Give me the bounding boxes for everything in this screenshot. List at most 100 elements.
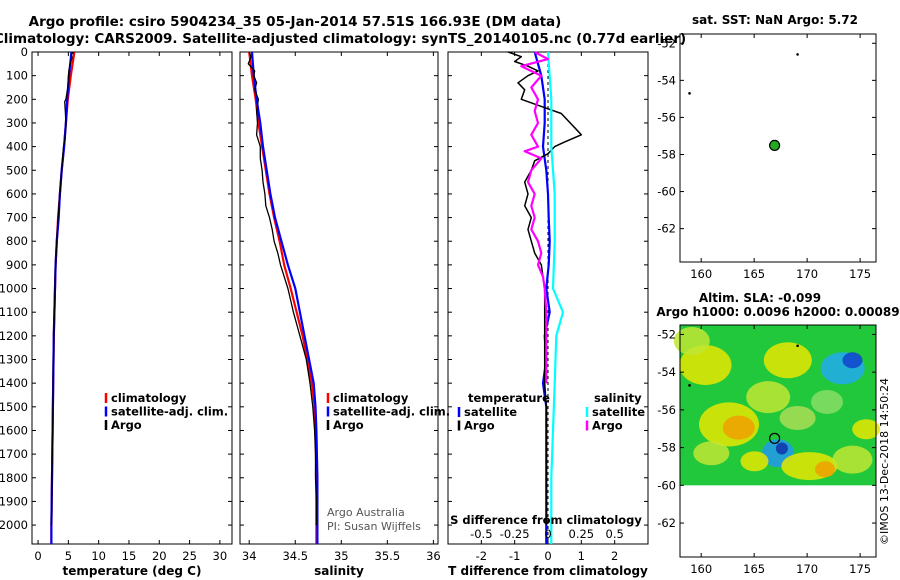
legend-label: satellite-adj. clim. xyxy=(333,405,450,419)
legend-heading-salinity: salinity xyxy=(594,391,642,405)
sla-anomaly-patch xyxy=(832,445,873,474)
secondary-tick-label: -0.25 xyxy=(500,527,530,541)
pi-note: PI: Susan Wijffels xyxy=(327,520,421,533)
depth-tick-label: 600 xyxy=(6,187,28,201)
x-axis-label: salinity xyxy=(314,564,364,578)
lat-tick-label: -60 xyxy=(657,185,676,199)
x-tick-label: -1 xyxy=(509,549,520,563)
lat-tick-label: -52 xyxy=(657,36,676,50)
legend-label: climatology xyxy=(111,391,187,405)
depth-tick-label: 1500 xyxy=(0,400,28,414)
sla-anomaly-patch xyxy=(842,352,863,369)
series-line-temperature-argo xyxy=(507,51,583,526)
x-tick-label: 0 xyxy=(544,549,551,563)
coast-dot xyxy=(796,344,799,348)
legend-label: Argo xyxy=(464,419,495,433)
x-tick-label: 25 xyxy=(182,549,197,563)
sla-anomaly-patch xyxy=(852,419,881,440)
lon-tick-label: 160 xyxy=(690,267,712,281)
sla-anomaly-patch xyxy=(763,342,812,379)
imos-credit: ©IMOS 13-Dec-2018 14:50:24 xyxy=(878,378,891,545)
depth-tick-label: 1800 xyxy=(0,471,28,485)
x-tick-label: 35.5 xyxy=(375,549,401,563)
sla-anomaly-patch xyxy=(740,451,769,472)
lat-tick-label: -62 xyxy=(657,516,676,530)
lon-tick-label: 175 xyxy=(849,562,871,576)
map-frame xyxy=(679,33,877,263)
argo-position-marker xyxy=(769,139,781,152)
lat-tick-label: -54 xyxy=(657,365,676,379)
legend-label: climatology xyxy=(333,391,409,405)
figure-title-line1: Argo profile: csiro 5904234_35 05-Jan-20… xyxy=(29,14,562,30)
lon-tick-label: 165 xyxy=(743,267,765,281)
x-tick-label: 0 xyxy=(34,549,41,563)
lat-tick-label: -56 xyxy=(657,403,676,417)
lat-tick-label: -52 xyxy=(657,327,676,341)
sla-anomaly-patch xyxy=(722,415,755,440)
x-tick-label: 35 xyxy=(334,549,349,563)
depth-tick-label: 200 xyxy=(6,92,28,106)
x-tick-label: 20 xyxy=(152,549,167,563)
x-tick-label: 34.5 xyxy=(282,549,308,563)
legend-label: Argo xyxy=(111,418,142,432)
depth-tick-label: 1100 xyxy=(0,305,28,319)
secondary-tick-label: 0.25 xyxy=(569,527,595,541)
argo-position-marker xyxy=(769,432,781,444)
sla-anomaly-patch xyxy=(775,442,788,455)
plot-frame xyxy=(239,51,439,545)
coast-dot xyxy=(688,92,691,95)
sla-anomaly-patch xyxy=(779,405,816,430)
sla-anomaly-patch xyxy=(811,389,843,414)
lat-tick-label: -58 xyxy=(657,147,676,161)
sla-anomaly-patch xyxy=(679,345,732,386)
x-tick-label: -2 xyxy=(476,549,487,563)
secondary-tick-label: 0 xyxy=(544,527,551,541)
x-tick-label: 2 xyxy=(611,549,618,563)
depth-tick-label: 900 xyxy=(6,258,28,272)
x-tick-label: 36 xyxy=(426,549,441,563)
depth-tick-label: 800 xyxy=(6,234,28,248)
x-axis-label: temperature (deg C) xyxy=(63,564,202,578)
series-line-climatology xyxy=(248,51,318,544)
legend-label: satellite xyxy=(464,405,517,419)
lat-tick-label: -60 xyxy=(657,478,676,492)
series-line-salinity-satellite xyxy=(546,51,565,544)
depth-tick-label: 2000 xyxy=(0,518,28,532)
sla-anomaly-patch xyxy=(673,327,710,356)
legend-label: satellite-adj. clim. xyxy=(111,405,228,419)
plot-frame xyxy=(31,51,233,545)
salinity-panel: 34 34.5 35 35.5 36 salinity climatologysatelli… xyxy=(239,51,450,578)
x-tick-label: 1 xyxy=(578,549,585,563)
depth-tick-label: 500 xyxy=(6,163,28,177)
lat-tick-label: -62 xyxy=(657,222,676,236)
depth-tick-label: 300 xyxy=(6,116,28,130)
depth-tick-label: 100 xyxy=(6,69,28,83)
legend-heading-temperature: temperature xyxy=(468,391,550,405)
depth-tick-label: 1300 xyxy=(0,353,28,367)
series-line-argo xyxy=(50,51,75,526)
lat-tick-label: -56 xyxy=(657,110,676,124)
legend-label: Argo xyxy=(592,419,623,433)
depth-tick-label: 1400 xyxy=(0,376,28,390)
coast-dot xyxy=(796,53,799,56)
depth-tick-label: 1900 xyxy=(0,494,28,508)
map-frame xyxy=(679,324,877,558)
sla-anomaly-patch xyxy=(815,461,836,478)
argo-australia-note: Argo Australia xyxy=(327,506,405,519)
lon-tick-label: 160 xyxy=(690,562,712,576)
coast-dot xyxy=(688,384,691,387)
series-line-satellite-adj-clim- xyxy=(250,51,319,544)
difference-panel: -2 -1 0 1 2T difference from climatology temp… xyxy=(447,51,649,578)
lon-tick-label: 170 xyxy=(796,267,818,281)
legend-label: Argo xyxy=(333,418,364,432)
sla-anomaly-patch xyxy=(693,441,730,466)
lat-tick-label: -58 xyxy=(657,441,676,455)
series-line-argo xyxy=(247,51,318,526)
sla-map-subtitle: Argo h1000: 0.0096 h2000: 0.00089 xyxy=(656,305,899,319)
lon-tick-label: 175 xyxy=(849,267,871,281)
x-tick-label: 15 xyxy=(122,549,137,563)
series-line-salinity-argo xyxy=(520,51,550,384)
depth-tick-label: 1200 xyxy=(0,329,28,343)
